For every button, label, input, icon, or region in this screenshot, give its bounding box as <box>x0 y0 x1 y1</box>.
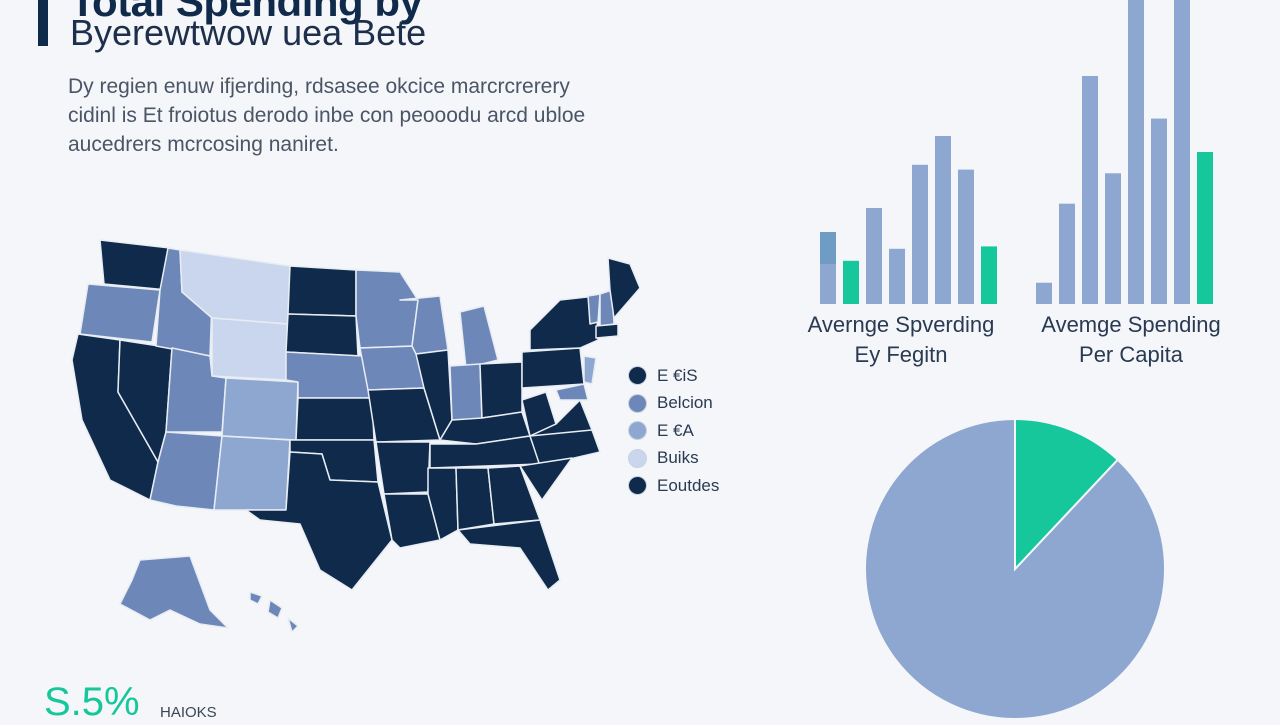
legend-item: E €A <box>628 417 719 445</box>
bar-1-7 <box>958 169 974 304</box>
state-south-dakota <box>285 313 359 357</box>
state-ohio <box>479 361 523 419</box>
state-texas <box>245 451 393 591</box>
state-new-jersey <box>583 355 597 385</box>
legend-swatch <box>628 393 647 413</box>
legend-label: Eoutdes <box>657 475 720 495</box>
bar-2-2 <box>1059 203 1075 304</box>
page-title: Total Spending by <box>70 0 423 25</box>
state-arkansas <box>375 441 431 495</box>
description-line: cidinl is Et froiotus derodo inbe con pe… <box>68 104 586 127</box>
bar-2-8 <box>1197 152 1213 304</box>
legend-label: E €A <box>657 420 694 440</box>
map-legend: E €iS Belcion E €A Buiks Eoutdes <box>628 362 719 500</box>
bar-1-1-top-segment <box>820 232 836 264</box>
state-kansas <box>295 397 375 441</box>
legend-item: E €iS <box>628 362 719 390</box>
state-massachusetts <box>595 323 619 339</box>
legend-label: Belcion <box>657 393 713 413</box>
state-iowa <box>359 345 425 391</box>
bar-2-5 <box>1128 0 1144 304</box>
pie-chart <box>864 418 1166 720</box>
bar-1-5 <box>912 164 928 304</box>
legend-swatch <box>628 448 647 468</box>
description: Dy regien enuw ifjerding, rdsasee okcice… <box>68 72 648 159</box>
legend-item: Buiks <box>628 445 719 473</box>
state-nebraska <box>285 351 371 399</box>
legend-swatch <box>628 476 647 496</box>
legend-label: Buiks <box>657 448 699 468</box>
description-line: Dy regien enuw ifjerding, rdsasee okcice… <box>68 75 570 98</box>
caption-line: Per Capita <box>1079 342 1183 367</box>
page-subtitle: Byerewtwow uea Bete <box>70 12 427 53</box>
state-north-dakota <box>287 265 357 317</box>
bar-1-8 <box>981 246 997 304</box>
legend-swatch <box>628 421 647 441</box>
legend-swatch <box>628 366 647 386</box>
bar-1-3 <box>866 208 882 304</box>
bar-charts <box>820 0 1213 304</box>
state-hawaii <box>249 591 299 633</box>
state-michigan <box>459 305 499 369</box>
state-north-carolina <box>529 429 601 467</box>
bar-2-6 <box>1151 118 1167 304</box>
stat-value: S.5% <box>44 680 140 724</box>
bar-chart-1-caption: Avernge Spverding Ey Fegitn <box>796 310 1006 370</box>
state-indiana <box>449 363 483 421</box>
pie-slice-1 <box>864 418 1166 720</box>
bar-2-7 <box>1174 0 1190 304</box>
state-oregon <box>79 283 161 343</box>
caption-line: Avernge Spverding <box>807 312 995 337</box>
state-new-mexico <box>213 435 291 511</box>
legend-item: Eoutdes <box>628 472 719 500</box>
state-colorado <box>221 377 299 441</box>
title-accent-bar <box>38 0 48 46</box>
state-louisiana <box>383 493 441 549</box>
bar-1-6 <box>935 136 951 304</box>
legend-item: Belcion <box>628 390 719 418</box>
state-minnesota <box>355 269 419 349</box>
state-vermont <box>587 293 601 325</box>
state-pennsylvania <box>521 347 585 389</box>
pie-slice-2 <box>1014 418 1120 572</box>
state-mississippi <box>427 467 459 541</box>
caption-line: Avemge Spending <box>1041 312 1221 337</box>
caption-line: Ey Fegitn <box>854 342 948 367</box>
state-new-york <box>529 295 599 351</box>
state-south-carolina <box>519 457 573 501</box>
bar-2-3 <box>1082 76 1098 304</box>
bar-1-2 <box>843 260 859 304</box>
us-map <box>71 239 640 633</box>
state-maryland <box>555 383 589 401</box>
state-maine <box>607 257 640 319</box>
state-alaska <box>119 555 229 629</box>
state-wyoming <box>211 317 289 381</box>
bar-chart-2-caption: Avemge Spending Per Capita <box>1026 310 1236 370</box>
stat-label: HAIOKS <box>160 704 217 721</box>
bar-2-4 <box>1105 173 1121 304</box>
state-florida <box>457 519 561 591</box>
description-line: aucedrers mcrcosing naniret. <box>68 133 339 156</box>
legend-label: E €iS <box>657 365 698 385</box>
state-washington <box>99 239 171 291</box>
bar-2-1 <box>1036 282 1052 304</box>
bar-1-4 <box>889 248 905 304</box>
